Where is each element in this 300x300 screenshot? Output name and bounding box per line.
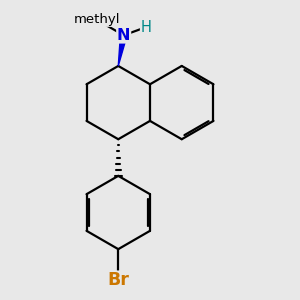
Polygon shape [118,35,127,66]
Text: N: N [117,28,130,43]
Text: H: H [141,20,152,34]
Text: methyl: methyl [74,13,120,26]
Text: Br: Br [107,271,129,289]
